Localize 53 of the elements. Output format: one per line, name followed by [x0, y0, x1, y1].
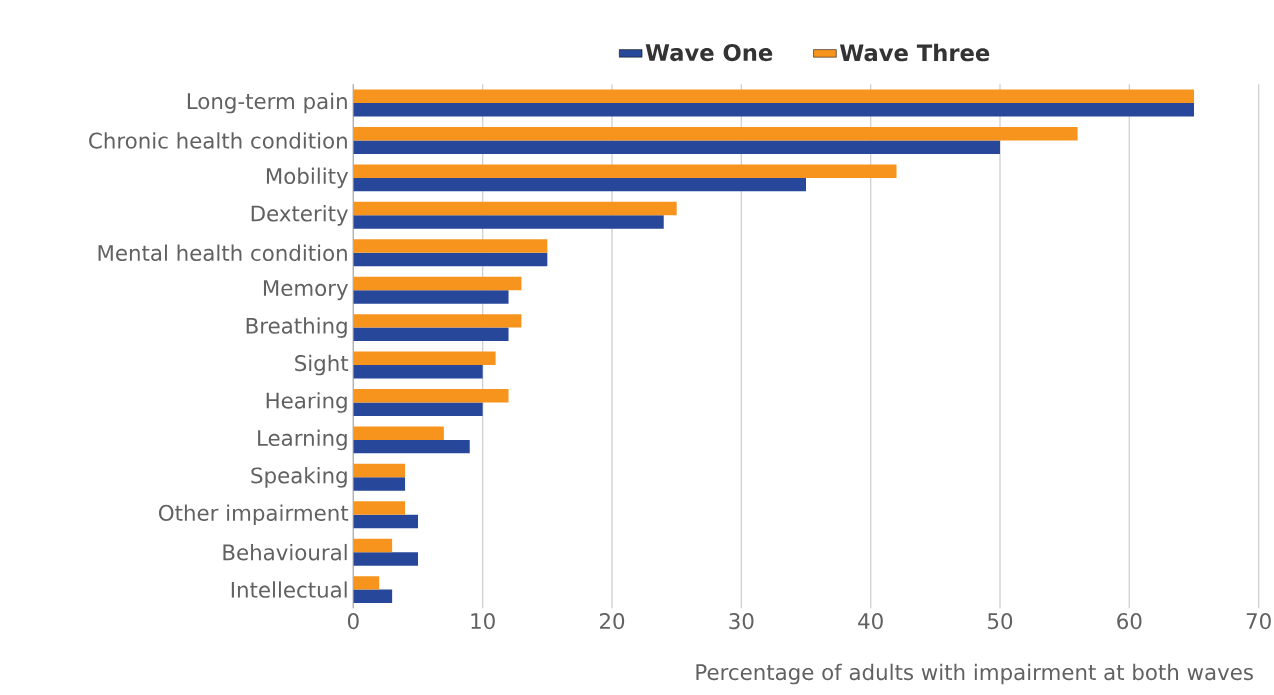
y-tick-label: Speaking	[251, 467, 347, 488]
bar	[353, 426, 444, 440]
bar	[353, 314, 522, 328]
y-tick-label: Mental health condition	[98, 244, 347, 261]
x-tick-label: 10	[471, 613, 495, 630]
bar	[353, 402, 483, 416]
bar	[353, 389, 509, 403]
y-tick-label: Behavioural	[223, 543, 347, 561]
y-tick-label: Memory	[263, 280, 348, 301]
bar	[353, 276, 522, 291]
legend-label: Wave One	[645, 43, 773, 62]
y-tick-label: Breathing	[246, 317, 347, 338]
bar	[353, 103, 1194, 117]
bar	[353, 552, 418, 566]
y-tick-label: Long-term pain	[187, 92, 347, 114]
y-tick-label: Sight	[295, 354, 349, 376]
bar	[353, 252, 548, 267]
x-tick-label: 30	[729, 613, 754, 630]
bar	[353, 463, 406, 478]
y-tick-label: Other impairment	[159, 504, 349, 526]
bar	[353, 290, 509, 304]
x-tick-label: 20	[600, 613, 625, 630]
y-tick-label: Dexterity	[251, 205, 348, 226]
y-tick-label: Chronic health condition	[89, 132, 347, 149]
x-axis-title: Percentage of adults with impairment at both waves	[696, 663, 1253, 685]
bar	[353, 501, 406, 515]
y-tick-label: Mobility	[266, 167, 349, 189]
x-tick-label: 70	[1246, 613, 1271, 630]
bar	[353, 89, 1194, 104]
bar	[353, 477, 406, 491]
bar	[353, 239, 548, 253]
x-tick-label: 0	[347, 613, 359, 630]
bar	[353, 215, 664, 229]
bar	[353, 538, 393, 553]
bar	[353, 164, 897, 178]
x-tick-label: 60	[1117, 613, 1142, 630]
bar	[353, 576, 380, 590]
bar	[353, 351, 496, 366]
y-tick-label: Hearing	[266, 392, 347, 413]
y-tick-label: Learning	[258, 429, 347, 451]
bar	[353, 589, 393, 604]
bar	[353, 127, 1078, 141]
legend-label: Wave Three	[839, 43, 990, 62]
bar	[353, 514, 418, 529]
y-tick-label: Intellectual	[231, 581, 347, 598]
x-tick-label: 40	[858, 613, 883, 630]
bar	[353, 140, 1000, 154]
bar	[353, 439, 470, 454]
x-tick-label: 50	[988, 613, 1013, 630]
bar	[353, 327, 509, 342]
bar	[353, 177, 806, 192]
bar	[353, 365, 483, 379]
bar	[353, 201, 677, 216]
